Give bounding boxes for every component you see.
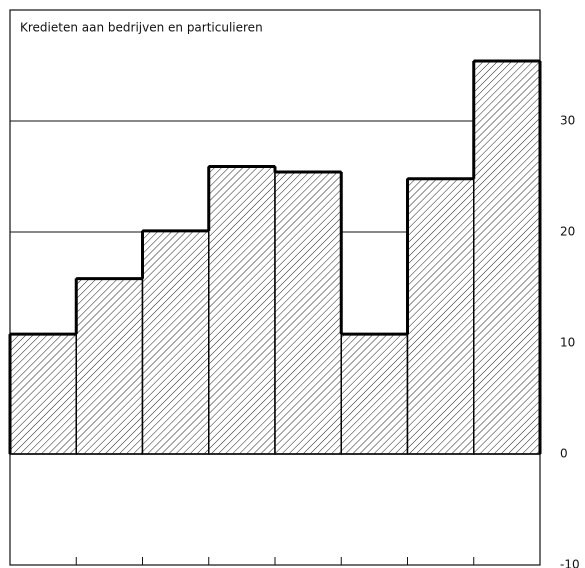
y-tick-label: 20 [560,225,575,239]
y-tick-label: 10 [560,336,575,350]
y-tick-label: -10 [560,558,580,568]
bar [75,277,144,455]
y-tick-label: 0 [560,447,568,461]
bar [208,165,276,455]
bar [274,171,342,455]
bar [340,333,409,455]
bar [406,177,475,455]
bar [473,60,541,455]
bar [141,230,210,455]
bar [9,333,77,455]
chart-title: Kredieten aan bedrijven en particulieren [20,21,263,35]
y-tick-label: 30 [560,114,575,128]
